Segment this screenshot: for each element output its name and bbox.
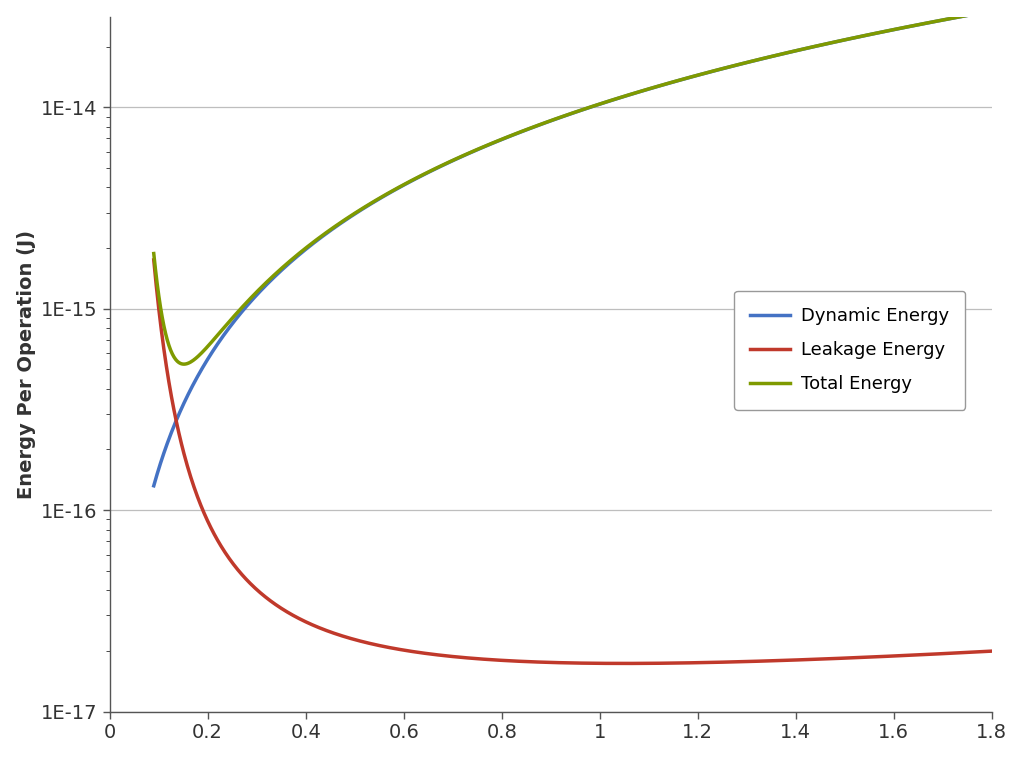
Leakage Energy — [618, 659, 631, 668]
Line: Dynamic Energy: Dynamic Energy — [154, 11, 992, 486]
Dynamic Energy — [986, 6, 998, 15]
Line: Leakage Energy: Leakage Energy — [154, 260, 992, 663]
Leakage Energy — [517, 657, 529, 666]
Total Energy — [487, 138, 500, 147]
Total Energy — [724, 62, 736, 71]
Leakage Energy — [486, 655, 499, 664]
Leakage Energy — [817, 654, 829, 663]
Dynamic Energy — [801, 43, 813, 52]
Dynamic Energy — [723, 62, 735, 71]
Total Energy — [802, 43, 814, 52]
Y-axis label: Energy Per Operation (J): Energy Per Operation (J) — [16, 229, 36, 499]
Leakage Energy — [147, 255, 160, 264]
Leakage Energy — [724, 657, 736, 666]
Dynamic Energy — [486, 139, 499, 148]
Leakage Energy — [802, 655, 814, 664]
Leakage Energy — [233, 567, 246, 576]
Dynamic Energy — [816, 40, 828, 49]
Line: Total Energy: Total Energy — [154, 11, 992, 364]
Total Energy — [986, 6, 998, 15]
Total Energy — [817, 40, 829, 49]
Dynamic Energy — [233, 310, 246, 320]
Dynamic Energy — [517, 127, 529, 136]
Dynamic Energy — [147, 481, 160, 490]
Total Energy — [178, 360, 190, 369]
Legend: Dynamic Energy, Leakage Energy, Total Energy: Dynamic Energy, Leakage Energy, Total En… — [734, 291, 966, 410]
Total Energy — [234, 305, 247, 314]
Total Energy — [147, 249, 160, 258]
Leakage Energy — [986, 647, 998, 656]
Total Energy — [517, 126, 529, 135]
